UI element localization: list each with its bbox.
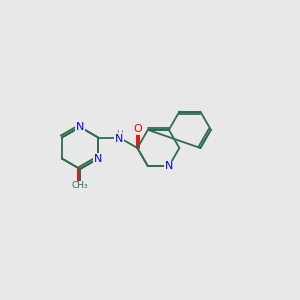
Text: H: H — [116, 130, 123, 139]
Text: N: N — [165, 161, 173, 171]
Text: N: N — [115, 134, 123, 143]
Text: N: N — [94, 154, 102, 164]
Text: CH₃: CH₃ — [72, 181, 88, 190]
Text: O: O — [76, 183, 84, 193]
Text: O: O — [133, 124, 142, 134]
Text: N: N — [76, 122, 84, 132]
